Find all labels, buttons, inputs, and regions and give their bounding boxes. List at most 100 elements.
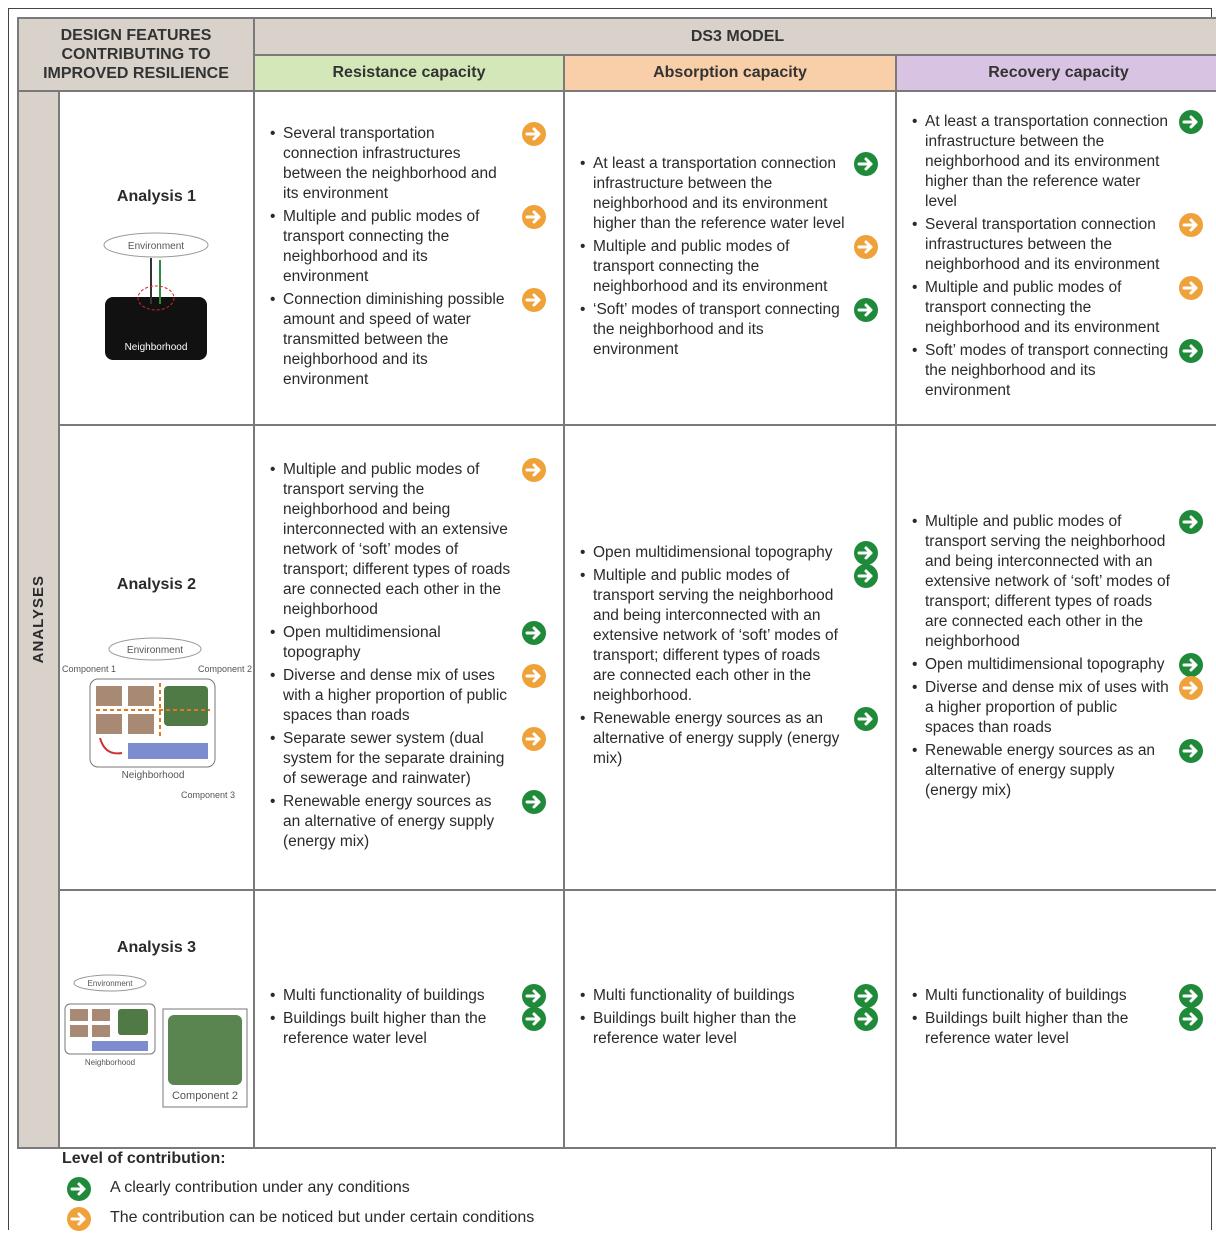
bullet-text: Multi functionality of buildings [593, 987, 795, 1004]
bullet-text: Open multidimensional topography [925, 655, 1165, 673]
level-icon [854, 1007, 878, 1031]
cell: At least a transportation connection inf… [565, 92, 895, 424]
level-icon [1179, 276, 1203, 300]
icon-arrow [525, 463, 541, 477]
bullet: Renewable energy sources as an alternati… [255, 790, 563, 852]
bullet: At least a transportation connection inf… [897, 110, 1216, 212]
cell: Multiple and public modes of transport s… [897, 426, 1216, 889]
level-icon [522, 621, 546, 645]
level-icon [1179, 984, 1203, 1008]
analysis-cell: Analysis 3 Environment Neighborhood Comp… [60, 891, 253, 1147]
icon-arrow [525, 732, 541, 746]
bullet-list: At least a transportation connection inf… [565, 151, 895, 363]
bullet: Renewable energy sources as an alternati… [897, 738, 1216, 801]
icon-arrow [525, 626, 541, 640]
bullet-text: At least a transportation connection inf… [925, 113, 1168, 210]
analysis-title: Analysis 1 [116, 188, 197, 205]
bullet-text: Renewable energy sources as an alternati… [593, 710, 840, 767]
diagram-label: Component 1 [62, 664, 116, 674]
level-icon [1179, 110, 1203, 134]
bullet-text: Connection diminishing possible amount a… [283, 290, 505, 388]
bullet-text: Buildings built higher than the referenc… [283, 1010, 487, 1047]
icon-arrow [857, 712, 873, 726]
level-icon [67, 1207, 91, 1231]
legend-item: The contribution can be noticed but unde… [62, 1206, 534, 1236]
icon-arrow [857, 240, 873, 253]
icon-arrow [1182, 744, 1198, 757]
bullet: Multi functionality of buildings [255, 984, 563, 1008]
icon-arrow [1182, 115, 1198, 129]
model-header: DS3 MODEL [255, 19, 1216, 54]
icon-arrow [525, 795, 541, 809]
level-icon [522, 790, 546, 814]
bullet-list: Multi functionality of buildings Building… [565, 984, 895, 1052]
icon-arrow [70, 1182, 86, 1196]
level-icon [1179, 1007, 1203, 1031]
icon-arrow [1182, 218, 1198, 232]
icon-arrow [1182, 281, 1198, 295]
level-icon [854, 707, 878, 731]
left-header: DESIGN FEATURES CONTRIBUTING TO IMPROVED… [19, 19, 253, 90]
diagram-label: Component 2 [172, 1090, 238, 1102]
bullet: Multi functionality of buildings [565, 984, 895, 1008]
bullet: Multiple and public modes of transport s… [897, 509, 1216, 652]
level-icon [522, 727, 546, 751]
bullet-text: Soft’ modes of transport connecting the … [925, 342, 1169, 399]
bullet-list: Multiple and public modes of transport s… [897, 509, 1216, 804]
bullet: Buildings built higher than the referenc… [255, 1007, 563, 1049]
cell: At least a transportation connection inf… [897, 92, 1216, 424]
level-icon [1179, 213, 1203, 237]
level-icon [1179, 738, 1203, 763]
level-icon [854, 984, 878, 1008]
bullet-text: Multiple and public modes of transport s… [925, 512, 1170, 650]
bullet-list: Multiple and public modes of transport s… [255, 458, 563, 855]
bullet-text: Diverse and dense mix of uses with a hig… [925, 678, 1169, 736]
bullet: Multiple and public modes of transport c… [255, 204, 563, 287]
icon-arrow [525, 669, 541, 683]
bullet: Separate sewer system (dual system for t… [255, 727, 563, 789]
level-icon [522, 204, 546, 229]
bullet-text: Renewable energy sources as an alternati… [283, 793, 495, 850]
icon-arrow [525, 989, 541, 1003]
icon-arrow [1182, 681, 1198, 694]
bullet-list: Several transportation connection infras… [255, 121, 563, 393]
level-icon [522, 1007, 546, 1031]
icon-arrow [525, 127, 541, 140]
diagram: Environment Neighborhood [103, 232, 209, 360]
bullet: Diverse and dense mix of uses with a hig… [255, 664, 563, 726]
bullet: Soft’ modes of transport connecting the … [897, 339, 1216, 401]
bullet-text: Buildings built higher than the referenc… [593, 1010, 797, 1047]
analysis-title: Analysis 2 [116, 576, 197, 593]
analysis-cell: Analysis 2 Environment Component 1 Compo… [60, 426, 253, 889]
bullet-text: Multiple and public modes of transport s… [283, 461, 511, 618]
level-icon [854, 564, 878, 588]
diagram: Environment Component 1 Component 2 Neig… [62, 637, 252, 800]
level-icon [854, 151, 878, 176]
bullet-list: At least a transportation connection inf… [897, 110, 1216, 404]
diagram-label: Component 3 [181, 790, 235, 800]
level-icon [854, 541, 878, 565]
diagram-label: Environment [88, 979, 134, 988]
diagram-label: Environment [128, 241, 184, 252]
bullet-text: Open multidimensional topography [283, 624, 441, 661]
level-icon [1179, 652, 1203, 677]
cell: Multi functionality of buildings Building… [255, 891, 563, 1147]
icon-arrow [525, 293, 541, 306]
diagram-label: Neighborhood [122, 770, 185, 781]
column-header: Recovery capacity [897, 56, 1216, 90]
bullet: Buildings built higher than the referenc… [897, 1007, 1216, 1049]
level-icon [1179, 339, 1203, 363]
side-header: ANALYSES [19, 92, 58, 1147]
level-icon [1179, 509, 1203, 534]
level-icon [522, 121, 546, 146]
bullet-text: Multi functionality of buildings [283, 987, 485, 1004]
level-icon [522, 458, 546, 482]
side-label: ANALYSES [30, 575, 47, 664]
diagram-label: Component 2 [198, 664, 252, 674]
diagram-label: Neighborhood [125, 342, 188, 353]
legend-title: Level of contribution: [62, 1150, 226, 1167]
level-icon [1179, 675, 1203, 700]
bullet: Buildings built higher than the referenc… [565, 1007, 895, 1049]
bullet: Multiple and public modes of transport c… [565, 234, 895, 297]
legend-item: A clearly contribution under any conditi… [62, 1176, 534, 1206]
